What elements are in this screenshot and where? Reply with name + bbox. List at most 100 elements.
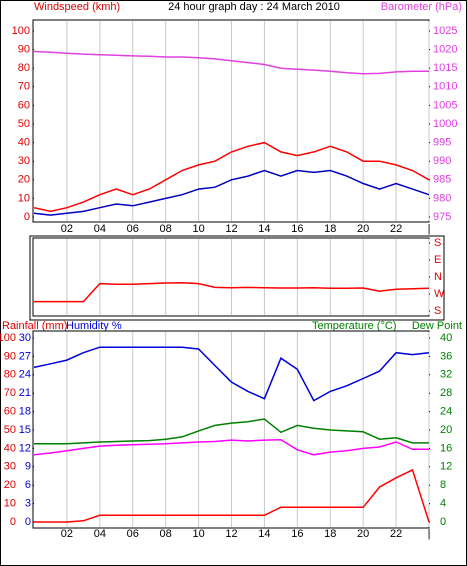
x-tick-label: | bbox=[428, 223, 431, 235]
y-tick-label: 40 bbox=[18, 137, 30, 149]
series-line bbox=[33, 346, 430, 402]
series-line bbox=[33, 169, 430, 216]
y-tick-label: 40 bbox=[440, 332, 452, 344]
y-tick-label: 20 bbox=[440, 424, 452, 436]
y-tick-label: 0 bbox=[24, 211, 30, 223]
x-tick-label: 16 bbox=[291, 528, 303, 540]
temperature-label: Temperature (°C) bbox=[312, 320, 396, 332]
y-tick-label: 995 bbox=[433, 137, 451, 149]
x-tick-label: 22 bbox=[390, 528, 402, 540]
chart-title: 24 hour graph day : 24 March 2010 bbox=[168, 1, 340, 13]
y-tick-label: 10 bbox=[4, 498, 16, 510]
series-line bbox=[34, 468, 430, 523]
y-tick-label: 24 bbox=[19, 369, 31, 381]
x-tick-label: 08 bbox=[160, 223, 172, 235]
y-tick-label: 10 bbox=[18, 192, 30, 204]
y-tick-label: 1000 bbox=[433, 118, 457, 130]
y-tick-label: 32 bbox=[440, 369, 452, 381]
y-tick-label: 6 bbox=[25, 479, 31, 491]
x-tick-label: 12 bbox=[225, 223, 237, 235]
barometer-label: Barometer (hPa) bbox=[381, 1, 462, 13]
y-tick-label: 975 bbox=[433, 211, 451, 223]
x-tick-label: 12 bbox=[225, 528, 237, 540]
y-tick-label: E bbox=[434, 254, 441, 266]
y-tick-label: 1010 bbox=[433, 81, 457, 93]
series-line bbox=[34, 418, 429, 445]
x-tick-label: 14 bbox=[258, 223, 270, 235]
y-tick-label: 0 bbox=[10, 516, 16, 528]
y-tick-label: 30 bbox=[19, 332, 31, 344]
y-tick-label: 28 bbox=[440, 387, 452, 399]
y-tick-label: 21 bbox=[19, 387, 31, 399]
y-tick-label: 30 bbox=[4, 461, 16, 473]
y-tick-label: 1005 bbox=[433, 99, 457, 111]
x-tick-label: 08 bbox=[160, 528, 172, 540]
y-tick-label: 90 bbox=[4, 350, 16, 362]
y-tick-label: 8 bbox=[440, 479, 446, 491]
y-tick-label: 24 bbox=[440, 406, 452, 418]
windspeed-label: Windspeed (kmh) bbox=[34, 1, 120, 13]
x-tick-label: | bbox=[428, 528, 431, 540]
y-tick-label: 100 bbox=[0, 332, 16, 344]
y-tick-label: 18 bbox=[19, 406, 31, 418]
x-tick-label: 18 bbox=[324, 528, 336, 540]
y-tick-label: 20 bbox=[18, 174, 30, 186]
y-tick-label: S bbox=[434, 237, 441, 249]
y-tick-label: 30 bbox=[18, 155, 30, 167]
y-tick-label: 12 bbox=[19, 442, 31, 454]
y-tick-label: 50 bbox=[4, 424, 16, 436]
y-tick-label: 100 bbox=[12, 25, 30, 37]
y-tick-label: 27 bbox=[19, 350, 31, 362]
x-tick-label: 10 bbox=[192, 528, 204, 540]
y-tick-label: 4 bbox=[440, 498, 446, 510]
y-tick-label: 60 bbox=[18, 99, 30, 111]
x-tick-label: 10 bbox=[192, 223, 204, 235]
y-tick-label: 36 bbox=[440, 350, 452, 362]
y-tick-label: S bbox=[434, 305, 441, 317]
x-tick-label: 14 bbox=[258, 528, 270, 540]
y-tick-label: 3 bbox=[25, 498, 31, 510]
y-tick-label: 1025 bbox=[433, 25, 457, 37]
y-tick-label: 980 bbox=[433, 192, 451, 204]
x-tick-label: 16 bbox=[291, 223, 303, 235]
y-tick-label: 9 bbox=[25, 461, 31, 473]
x-tick-label: 06 bbox=[127, 528, 139, 540]
y-tick-label: 15 bbox=[19, 424, 31, 436]
y-tick-label: 0 bbox=[25, 516, 31, 528]
y-tick-label: 1015 bbox=[433, 62, 457, 74]
x-tick-label: 22 bbox=[390, 223, 402, 235]
x-tick-label: 04 bbox=[94, 223, 106, 235]
rainfall-label: Rainfall (mm) bbox=[2, 320, 67, 332]
y-tick-label: 90 bbox=[18, 44, 30, 56]
x-tick-label: 04 bbox=[94, 528, 106, 540]
humidity-label: Humidity % bbox=[66, 320, 122, 332]
y-tick-label: 12 bbox=[440, 461, 452, 473]
y-tick-label: 20 bbox=[4, 479, 16, 491]
y-tick-label: 50 bbox=[18, 118, 30, 130]
y-tick-label: N bbox=[434, 271, 442, 283]
direction-box bbox=[29, 235, 445, 321]
y-tick-label: 40 bbox=[4, 442, 16, 454]
x-tick-label: 18 bbox=[324, 223, 336, 235]
x-tick-label: 02 bbox=[61, 223, 73, 235]
y-tick-label: 16 bbox=[440, 442, 452, 454]
x-tick-label: 02 bbox=[61, 528, 73, 540]
y-tick-label: 985 bbox=[433, 174, 451, 186]
y-tick-label: 70 bbox=[18, 81, 30, 93]
y-tick-label: 990 bbox=[433, 155, 451, 167]
y-tick-label: 1020 bbox=[433, 44, 457, 56]
y-tick-label: 80 bbox=[18, 62, 30, 74]
y-tick-label: 60 bbox=[4, 406, 16, 418]
series-line bbox=[34, 281, 430, 303]
y-tick-label: W bbox=[434, 288, 445, 300]
series-line bbox=[33, 438, 429, 456]
series-line bbox=[33, 141, 430, 213]
x-tick-label: 06 bbox=[127, 223, 139, 235]
x-tick-label: 20 bbox=[357, 223, 369, 235]
y-tick-label: 70 bbox=[4, 387, 16, 399]
series-line bbox=[33, 50, 429, 75]
x-tick-label: 20 bbox=[357, 528, 369, 540]
dewpoint-label: Dew Point bbox=[412, 320, 462, 332]
y-tick-label: 80 bbox=[4, 369, 16, 381]
